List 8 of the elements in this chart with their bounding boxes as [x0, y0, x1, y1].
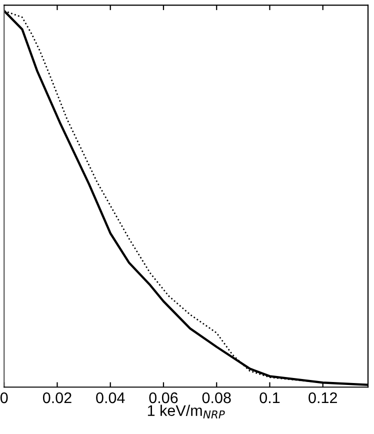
x-tick-label: 0.02 [42, 392, 72, 404]
x-tick-label: 0.12 [308, 392, 337, 404]
x-tick-label: 0.08 [202, 392, 231, 404]
x-axis-title: 1 keV/m$_{NRP}$ [148, 404, 225, 418]
x-tick-label: 0.06 [149, 392, 178, 404]
x-tick-label: 0.04 [96, 392, 125, 404]
x-tick-label: 0.1 [260, 392, 280, 404]
x-tick-label: 0 [0, 392, 8, 404]
